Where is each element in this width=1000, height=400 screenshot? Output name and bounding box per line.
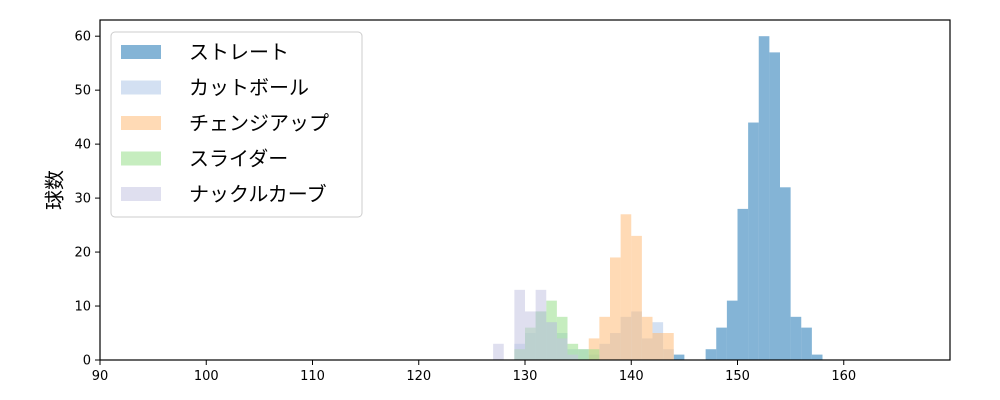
bar-series-2-bin-1 <box>599 316 610 360</box>
y-tick-label: 50 <box>74 84 91 99</box>
bar-series-2-bin-5 <box>641 316 653 360</box>
bar-series-2-bin-4 <box>631 235 642 360</box>
bar-series-3-bin-6 <box>578 349 589 360</box>
bar-series-4-bin-7 <box>567 354 579 360</box>
legend-swatch-1 <box>121 80 161 95</box>
bar-series-0-bin-8 <box>780 187 791 360</box>
legend-swatch-3 <box>121 151 161 166</box>
x-tick-label: 120 <box>406 369 431 384</box>
bar-series-4-bin-4 <box>535 289 547 360</box>
bar-series-0-bin-0 <box>673 354 685 360</box>
bar-series-2-bin-6 <box>652 333 664 360</box>
legend-label-2: チェンジアップ <box>189 111 329 135</box>
x-tick-label: 90 <box>92 369 109 384</box>
y-axis-label: 球数 <box>43 170 67 210</box>
bar-series-0-bin-7 <box>769 52 780 360</box>
bar-series-3-bin-5 <box>567 343 579 360</box>
bar-series-3-bin-7 <box>588 349 600 360</box>
legend-label-4: ナックルカーブ <box>189 182 327 206</box>
x-tick-label: 160 <box>831 369 856 384</box>
x-axis: 90 100 110 120 130 140 150 160 <box>92 360 856 384</box>
histogram-bars <box>493 36 823 361</box>
bar-series-0-bin-3 <box>726 300 738 360</box>
legend-label-1: カットボール <box>189 76 309 100</box>
y-tick-label: 20 <box>74 246 91 261</box>
bar-series-0-bin-10 <box>801 327 812 360</box>
legend-swatch-0 <box>121 45 161 59</box>
y-axis: 0 10 20 30 40 50 60 <box>74 30 100 369</box>
bar-series-4-bin-3 <box>525 311 536 360</box>
bar-series-0-bin-6 <box>758 36 770 360</box>
bar-series-0-bin-9 <box>790 316 802 360</box>
bar-series-2-bin-2 <box>610 257 621 360</box>
y-tick-label: 10 <box>74 300 91 315</box>
x-tick-label: 100 <box>194 369 219 384</box>
x-tick-label: 150 <box>725 369 750 384</box>
legend-box <box>110 31 363 218</box>
bar-series-0-bin-5 <box>748 122 759 361</box>
bar-series-2-bin-3 <box>620 214 632 360</box>
x-tick-label: 140 <box>619 369 644 384</box>
bar-series-2-bin-7 <box>663 333 674 360</box>
bar-series-0-bin-4 <box>737 208 749 360</box>
bar-series-0-bin-1 <box>705 349 717 360</box>
x-tick-label: 110 <box>300 369 325 384</box>
y-tick-label: 0 <box>83 354 91 369</box>
legend-label-3: スライダー <box>189 147 288 171</box>
legend-swatch-2 <box>121 116 161 130</box>
y-tick-label: 60 <box>74 30 91 45</box>
bar-series-4-bin-0 <box>493 343 504 360</box>
bar-series-4-bin-2 <box>514 289 525 360</box>
bar-series-4-bin-5 <box>546 322 557 360</box>
bar-series-0-bin-2 <box>716 327 727 360</box>
bar-series-4-bin-6 <box>556 338 568 360</box>
x-tick-label: 130 <box>513 369 538 384</box>
legend-swatch-4 <box>121 187 161 201</box>
y-tick-label: 40 <box>74 138 91 153</box>
bar-series-0-bin-11 <box>811 354 823 360</box>
legend-label-0: ストレート <box>189 40 289 64</box>
y-tick-label: 30 <box>74 192 91 207</box>
